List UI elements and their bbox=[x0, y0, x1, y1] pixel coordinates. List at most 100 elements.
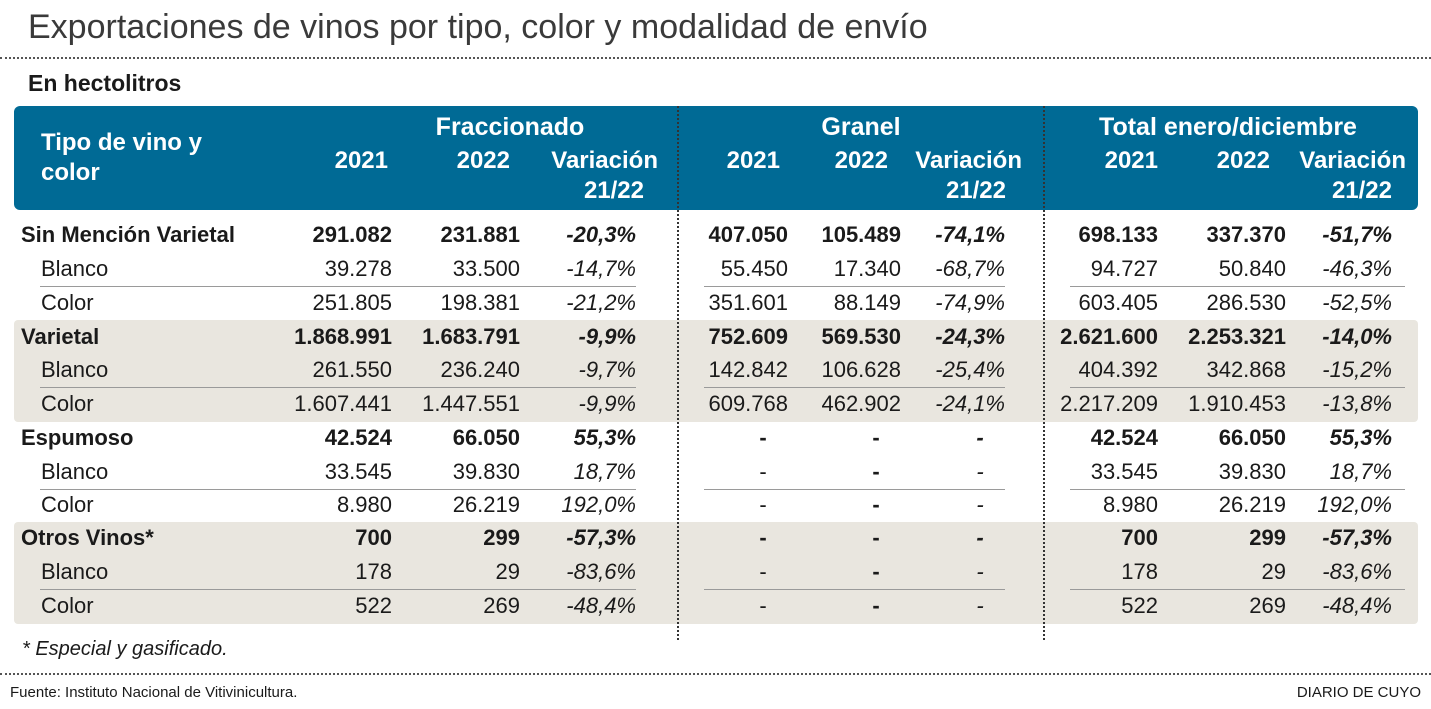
cell-granel-variacion: -25,4% bbox=[935, 357, 1005, 382]
cell-total-2022: 39.830 bbox=[1218, 459, 1286, 484]
cell-total-2022: 299 bbox=[1249, 525, 1286, 550]
group-header-total: Total enero/diciembre bbox=[1099, 113, 1357, 141]
cell-granel-variacion: -74,1% bbox=[935, 222, 1005, 247]
row-separator bbox=[1070, 489, 1405, 490]
cell-total-2021: 42.524 bbox=[1090, 425, 1158, 450]
cell-granel-2022: - bbox=[872, 492, 880, 517]
cell-total-2021: 94.727 bbox=[1090, 256, 1158, 281]
cell-frac-variacion: -21,2% bbox=[566, 290, 636, 315]
footer-divider bbox=[0, 673, 1431, 675]
row-label: Blanco bbox=[41, 459, 109, 484]
cell-granel-2021: - bbox=[759, 593, 767, 618]
row-label: Color bbox=[41, 290, 94, 315]
cell-frac-variacion: 192,0% bbox=[561, 492, 636, 517]
header-total-2022: 2022 bbox=[1216, 147, 1270, 174]
row-separator bbox=[40, 589, 636, 590]
cell-frac-2022: 39.830 bbox=[452, 459, 520, 484]
header-total-variacion-period: 21/22 bbox=[1331, 177, 1392, 204]
row-label: Color bbox=[41, 391, 94, 416]
header-frac-2022: 2022 bbox=[456, 147, 510, 174]
cell-frac-2022: 29 bbox=[495, 559, 520, 584]
cell-total-2022: 66.050 bbox=[1218, 425, 1286, 450]
cell-granel-2022: 105.489 bbox=[821, 222, 901, 247]
cell-granel-2022: - bbox=[872, 425, 880, 450]
header-granel-variacion-period: 21/22 bbox=[945, 177, 1006, 204]
cell-total-2021: 8.980 bbox=[1102, 492, 1158, 517]
cell-total-variacion: -15,2% bbox=[1322, 357, 1392, 382]
cell-total-2022: 50.840 bbox=[1218, 256, 1286, 281]
cell-frac-2022: 231.881 bbox=[440, 222, 520, 247]
cell-frac-2022: 26.219 bbox=[452, 492, 520, 517]
cell-total-2022: 2.253.321 bbox=[1188, 324, 1286, 349]
cell-frac-2022: 1.447.551 bbox=[422, 391, 520, 416]
cell-granel-2021: - bbox=[759, 525, 767, 550]
cell-granel-2022: - bbox=[872, 593, 880, 618]
cell-frac-2022: 236.240 bbox=[440, 357, 520, 382]
cell-granel-2021: - bbox=[759, 559, 767, 584]
cell-granel-2021: 609.768 bbox=[708, 391, 788, 416]
row-separator bbox=[1070, 589, 1405, 590]
cell-granel-2021: 351.601 bbox=[708, 290, 788, 315]
cell-granel-2021: 752.609 bbox=[708, 324, 788, 349]
cell-total-2022: 269 bbox=[1249, 593, 1286, 618]
cell-frac-2022: 33.500 bbox=[452, 256, 520, 281]
cell-frac-2021: 1.868.991 bbox=[294, 324, 392, 349]
header-frac-variacion: Variación bbox=[551, 147, 658, 174]
first-col-header-line2: color bbox=[41, 159, 100, 186]
header-granel-2021: 2021 bbox=[726, 147, 780, 174]
header-total-variacion: Variación bbox=[1299, 147, 1406, 174]
cell-granel-variacion: - bbox=[976, 459, 984, 484]
cell-frac-2022: 1.683.791 bbox=[422, 324, 520, 349]
cell-granel-2022: 17.340 bbox=[833, 256, 901, 281]
cell-granel-variacion: - bbox=[976, 559, 984, 584]
cell-frac-2021: 261.550 bbox=[312, 357, 392, 382]
header-frac-variacion-period: 21/22 bbox=[583, 177, 644, 204]
chart-subtitle: En hectolitros bbox=[28, 70, 182, 96]
cell-total-2021: 2.217.209 bbox=[1060, 391, 1158, 416]
cell-total-variacion: -13,8% bbox=[1322, 391, 1392, 416]
cell-frac-2021: 251.805 bbox=[312, 290, 392, 315]
cell-total-2021: 2.621.600 bbox=[1060, 324, 1158, 349]
cell-granel-variacion: -24,1% bbox=[935, 391, 1005, 416]
source-note: Fuente: Instituto Nacional de Vitivinicu… bbox=[10, 684, 298, 701]
cell-total-2021: 522 bbox=[1121, 593, 1158, 618]
group-divider-1 bbox=[677, 106, 679, 640]
publisher-name: DIARIO DE CUYO bbox=[1296, 684, 1421, 701]
cell-total-variacion: -14,0% bbox=[1322, 324, 1392, 349]
cell-granel-2021: 407.050 bbox=[708, 222, 788, 247]
row-label: Color bbox=[41, 492, 94, 517]
cell-granel-variacion: - bbox=[976, 593, 984, 618]
row-label: Color bbox=[41, 593, 94, 618]
cell-total-2021: 603.405 bbox=[1078, 290, 1158, 315]
cell-total-variacion: -46,3% bbox=[1322, 256, 1392, 281]
cell-granel-2021: 55.450 bbox=[720, 256, 788, 281]
group-divider-2 bbox=[1043, 106, 1045, 640]
cell-granel-2021: 142.842 bbox=[708, 357, 788, 382]
cell-total-variacion: -83,6% bbox=[1322, 559, 1392, 584]
header-frac-2021: 2021 bbox=[334, 147, 388, 174]
cell-granel-2022: 106.628 bbox=[821, 357, 901, 382]
cell-total-variacion: 192,0% bbox=[1317, 492, 1392, 517]
cell-total-variacion: -52,5% bbox=[1322, 290, 1392, 315]
group-header-fraccionado: Fraccionado bbox=[435, 113, 585, 141]
row-separator bbox=[704, 589, 1005, 590]
chart-title: Exportaciones de vinos por tipo, color y… bbox=[28, 8, 928, 46]
cell-granel-2022: 569.530 bbox=[821, 324, 901, 349]
row-separator bbox=[704, 387, 1005, 388]
cell-total-2022: 342.868 bbox=[1206, 357, 1286, 382]
cell-granel-variacion: -74,9% bbox=[935, 290, 1005, 315]
cell-granel-2022: - bbox=[872, 459, 880, 484]
cell-frac-variacion: -14,7% bbox=[566, 256, 636, 281]
cell-frac-2021: 8.980 bbox=[336, 492, 392, 517]
cell-granel-2021: - bbox=[759, 459, 767, 484]
header-granel-variacion: Variación bbox=[915, 147, 1022, 174]
row-label: Sin Mención Varietal bbox=[21, 222, 235, 247]
cell-total-variacion: -48,4% bbox=[1322, 593, 1392, 618]
cell-granel-2022: 462.902 bbox=[821, 391, 901, 416]
cell-total-2022: 286.530 bbox=[1206, 290, 1286, 315]
row-label: Blanco bbox=[41, 357, 109, 382]
row-separator bbox=[1070, 286, 1405, 287]
cell-frac-2022: 269 bbox=[483, 593, 520, 618]
footnote: * Especial y gasificado. bbox=[22, 638, 228, 660]
cell-granel-2021: - bbox=[759, 425, 767, 450]
